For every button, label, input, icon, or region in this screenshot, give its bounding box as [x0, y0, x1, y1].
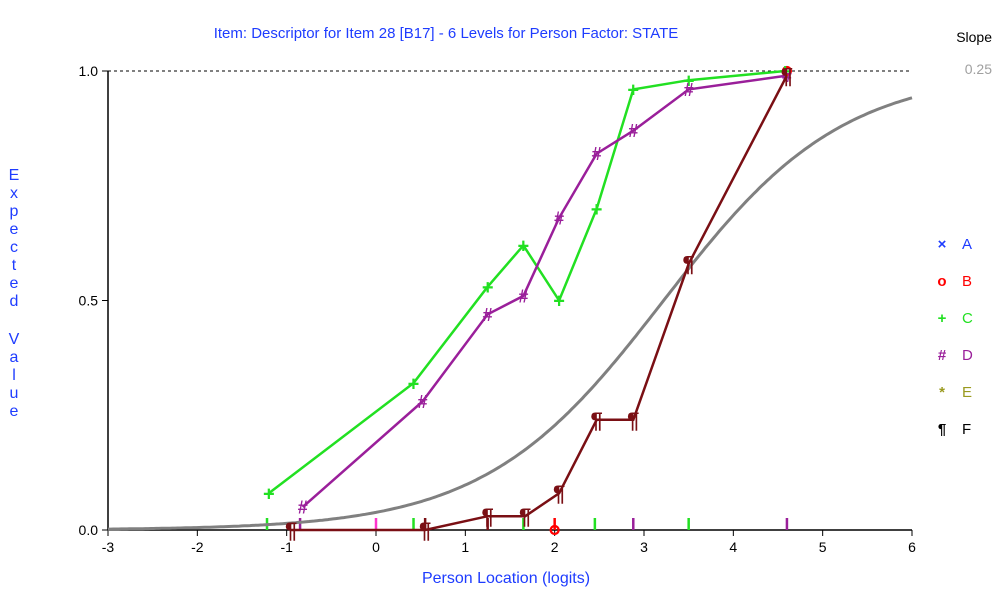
- legend-symbol: o: [937, 273, 946, 290]
- series-point: +: [553, 291, 565, 313]
- series-point: #: [483, 305, 493, 325]
- series-point: #: [554, 208, 564, 228]
- series-point: #: [684, 80, 694, 100]
- series-point: [549, 524, 560, 536]
- expected-value-curve: [108, 96, 913, 531]
- series-point: +: [408, 373, 420, 395]
- y-tick-label: 1.0: [79, 63, 99, 79]
- series-point: ¶: [553, 481, 565, 506]
- series-point: #: [298, 498, 308, 518]
- y-tick-label: 0.5: [79, 293, 99, 309]
- legend-symbol: *: [939, 384, 945, 401]
- x-tick-label: 4: [729, 539, 737, 555]
- chart-title: Item: Descriptor for Item 28 [B17] - 6 L…: [214, 25, 679, 42]
- legend-symbol: ×: [938, 236, 947, 253]
- legend: × Ao B+ C# D* E¶ F: [937, 236, 973, 438]
- legend-label: B: [962, 273, 972, 290]
- legend-entry-c: + C: [938, 310, 973, 327]
- y-tick-label: 0.0: [79, 522, 99, 538]
- series-point: +: [263, 483, 275, 505]
- x-tick-label: -2: [191, 539, 204, 555]
- legend-entry-e: * E: [939, 384, 972, 401]
- x-axis-label: Person Location (logits): [422, 570, 590, 587]
- x-tick-label: 3: [640, 539, 648, 555]
- series-point: ¶: [482, 504, 494, 529]
- series-line: [291, 75, 789, 532]
- legend-entry-a: × A: [938, 236, 972, 253]
- series-point: ¶: [419, 518, 431, 543]
- slope-label: Slope: [956, 29, 992, 45]
- series-point: +: [518, 236, 530, 258]
- series-point: +: [482, 277, 494, 299]
- x-tick-label: -3: [102, 539, 115, 555]
- x-tick-label: 5: [819, 539, 827, 555]
- series-f: ¶ ¶ ¶ ¶ ¶ ¶ ¶ ¶ ¶: [285, 64, 793, 543]
- series-d: #########: [298, 66, 792, 517]
- series-point: #: [592, 144, 602, 164]
- legend-entry-f: ¶ F: [938, 421, 971, 438]
- series-point: ¶: [519, 504, 531, 529]
- x-tick-label: -1: [280, 539, 293, 555]
- legend-label: A: [962, 236, 972, 253]
- legend-symbol: ¶: [938, 421, 946, 438]
- axes: -3 -2 -1 0 1 2 3 4 5 6 0.0 0.5 1.0: [79, 63, 917, 555]
- series-point: ¶: [591, 408, 603, 433]
- series-point: ¶: [683, 252, 695, 277]
- series-point: +: [779, 61, 791, 83]
- x-tick-label: 2: [551, 539, 559, 555]
- series-point: #: [518, 286, 528, 306]
- expected-curve-layer: [108, 96, 913, 531]
- slope-value: 0.25: [965, 61, 992, 77]
- series-layer: +++++++ + +#########¶ ¶¶ ¶¶¶ ¶¶¶: [263, 61, 793, 543]
- legend-label: C: [962, 310, 973, 327]
- legend-symbol: #: [938, 347, 947, 364]
- legend-entry-d: # D: [938, 347, 973, 364]
- series-line: [268, 69, 786, 495]
- x-tick-label: 1: [461, 539, 469, 555]
- x-tick-label: 6: [908, 539, 916, 555]
- series-c: + + + + + + + + +: [263, 61, 791, 505]
- series-point: ¶: [781, 64, 793, 89]
- series-point: ¶: [627, 408, 639, 433]
- series-point: #: [417, 392, 427, 412]
- series-point: +: [683, 70, 695, 92]
- series-point: +: [591, 199, 603, 221]
- series-point: ¶: [285, 518, 297, 543]
- legend-label: E: [962, 384, 972, 401]
- legend-label: D: [962, 347, 973, 364]
- series-point: #: [628, 121, 638, 141]
- x-tick-label: 0: [372, 539, 380, 555]
- series-point: +: [627, 80, 639, 102]
- legend-symbol: +: [938, 310, 947, 327]
- rug-marks: [265, 518, 789, 530]
- legend-label: F: [962, 421, 971, 438]
- series-line: [301, 74, 788, 509]
